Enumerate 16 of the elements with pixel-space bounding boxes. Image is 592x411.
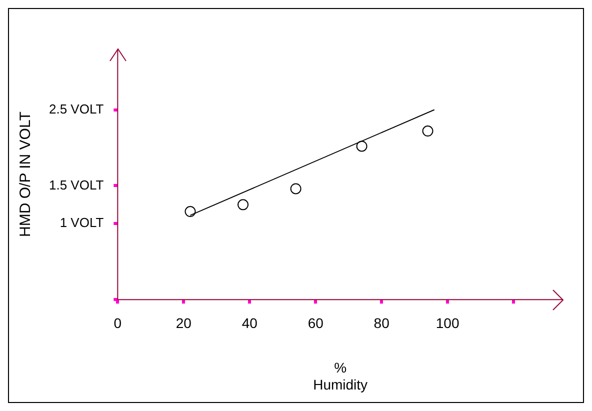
point [238,199,249,210]
point [356,140,368,152]
y-tick-label: 2.5 VOLT [48,101,104,116]
point [184,206,196,218]
y-axis-title: HMD O/P IN VOLT [17,112,34,237]
x-axis-title: % Humidity [313,360,368,392]
x-tick-label: 40 [242,314,258,331]
point [290,183,302,194]
y-tick-label: 1 VOLT [60,215,104,230]
point [422,126,434,137]
x-tick-label: 60 [308,314,324,331]
y-tick-label: 1.5 VOLT [48,177,104,192]
x-tick-label: 80 [374,314,390,331]
x-tick-label: 20 [176,314,192,331]
x-tick-label: 0 [114,314,122,331]
x-tick-label: 100 [436,314,460,331]
